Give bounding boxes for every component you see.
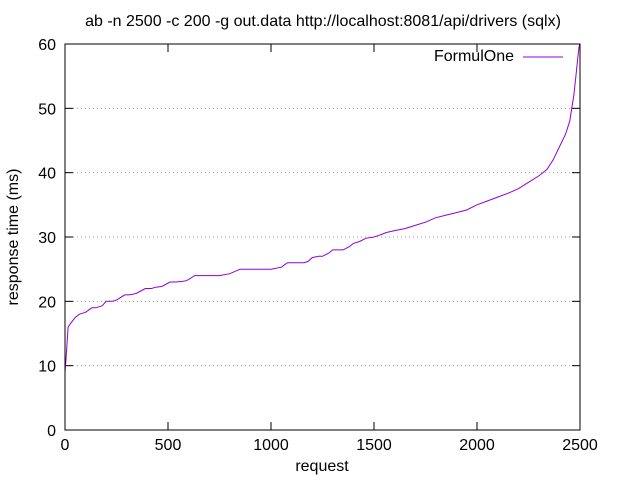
x-tick-label: 2500 [562, 437, 598, 454]
x-tick-label: 0 [61, 437, 70, 454]
y-gridlines [65, 107, 580, 367]
y-tick-label: 0 [47, 423, 56, 440]
x-tick-label: 2000 [459, 437, 495, 454]
y-axis-ticks: 0 10 20 30 40 50 60 [38, 37, 580, 440]
y-tick-label: 60 [38, 37, 56, 54]
legend-label: FormulOne [434, 48, 514, 65]
series-line-formulone [64, 43, 581, 373]
legend: FormulOne [434, 48, 563, 65]
y-tick-label: 40 [38, 166, 56, 183]
x-tick-label: 500 [155, 437, 182, 454]
y-axis-label: response time (ms) [5, 169, 22, 306]
y-tick-label: 10 [38, 359, 56, 376]
x-axis-label: request [295, 458, 349, 475]
x-tick-label: 1000 [253, 437, 289, 454]
x-axis-ticks: 0 500 1000 1500 2000 2500 [61, 44, 598, 454]
chart-title: ab -n 2500 -c 200 -g out.data http://loc… [85, 13, 561, 30]
y-tick-label: 30 [38, 230, 56, 247]
y-tick-label: 20 [38, 294, 56, 311]
plot-frame [64, 43, 581, 431]
y-tick-label: 50 [38, 101, 56, 118]
x-tick-label: 1500 [356, 437, 392, 454]
